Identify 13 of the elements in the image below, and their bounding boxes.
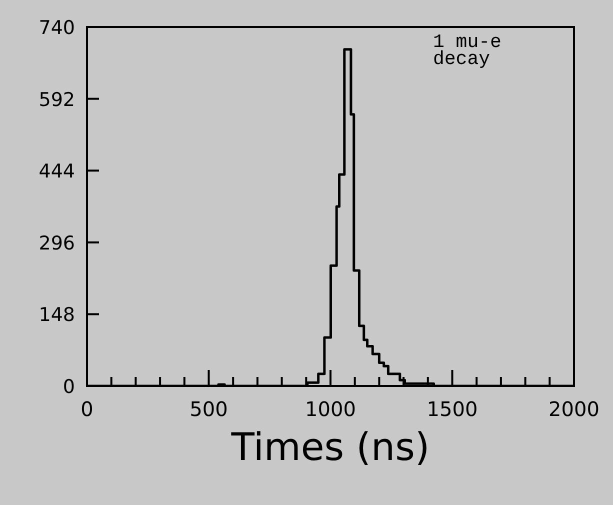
- y-tick-label: 592: [38, 88, 75, 111]
- annotation: 1 mu-e decay: [433, 31, 502, 70]
- y-tick-label: 444: [38, 160, 75, 183]
- x-tick-label: 0: [80, 397, 94, 421]
- y-tick-label: 296: [38, 232, 75, 254]
- y-tick-label: 148: [38, 304, 75, 326]
- y-tick-label: 740: [38, 17, 75, 39]
- x-axis-title: Times (ns): [230, 425, 431, 469]
- x-tick-label: 2000: [548, 397, 600, 421]
- x-tick-label: 1000: [305, 397, 356, 421]
- x-tick-label: 500: [190, 397, 228, 421]
- y-tick-label: 0: [62, 376, 75, 398]
- x-tick-label: 1500: [426, 397, 478, 421]
